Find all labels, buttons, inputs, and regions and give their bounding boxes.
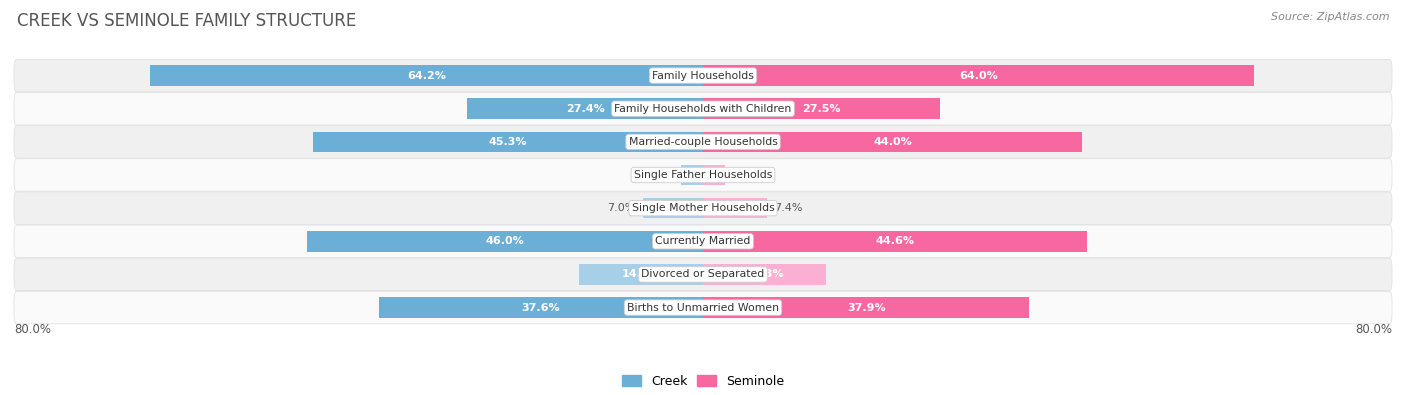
FancyBboxPatch shape (14, 59, 1392, 92)
Text: 14.4%: 14.4% (621, 269, 661, 279)
FancyBboxPatch shape (14, 159, 1392, 191)
Text: 37.9%: 37.9% (846, 303, 886, 312)
Bar (150, 65, 703, 86)
Text: 44.0%: 44.0% (873, 137, 912, 147)
Text: 7.4%: 7.4% (773, 203, 801, 213)
Bar (467, 98, 703, 119)
Text: Divorced or Separated: Divorced or Separated (641, 269, 765, 279)
Bar (703, 165, 725, 185)
Text: Source: ZipAtlas.com: Source: ZipAtlas.com (1271, 12, 1389, 22)
Bar (703, 264, 827, 285)
Text: Family Households with Children: Family Households with Children (614, 104, 792, 114)
Bar (703, 297, 1029, 318)
Text: Currently Married: Currently Married (655, 236, 751, 246)
Text: Births to Unmarried Women: Births to Unmarried Women (627, 303, 779, 312)
FancyBboxPatch shape (14, 126, 1392, 158)
Text: Family Households: Family Households (652, 71, 754, 81)
Bar (703, 231, 1087, 252)
Text: 27.5%: 27.5% (803, 104, 841, 114)
Text: 44.6%: 44.6% (876, 236, 914, 246)
Text: Single Mother Households: Single Mother Households (631, 203, 775, 213)
Text: 2.6%: 2.6% (733, 170, 761, 180)
Bar (307, 231, 703, 252)
Bar (703, 132, 1083, 152)
Text: Married-couple Households: Married-couple Households (628, 137, 778, 147)
Text: 80.0%: 80.0% (1355, 323, 1392, 336)
FancyBboxPatch shape (14, 92, 1392, 125)
Text: 7.0%: 7.0% (607, 203, 636, 213)
Text: 27.4%: 27.4% (565, 104, 605, 114)
FancyBboxPatch shape (14, 292, 1392, 324)
Text: Single Father Households: Single Father Households (634, 170, 772, 180)
Bar (681, 165, 703, 185)
Text: 14.3%: 14.3% (745, 269, 785, 279)
FancyBboxPatch shape (14, 225, 1392, 258)
Text: 2.6%: 2.6% (645, 170, 673, 180)
Bar (579, 264, 703, 285)
Legend: Creek, Seminole: Creek, Seminole (617, 370, 789, 393)
Text: CREEK VS SEMINOLE FAMILY STRUCTURE: CREEK VS SEMINOLE FAMILY STRUCTURE (17, 12, 356, 30)
Text: 37.6%: 37.6% (522, 303, 561, 312)
Bar (380, 297, 703, 318)
Text: 64.0%: 64.0% (959, 71, 998, 81)
FancyBboxPatch shape (14, 258, 1392, 291)
Text: 46.0%: 46.0% (485, 236, 524, 246)
Bar (703, 65, 1254, 86)
FancyBboxPatch shape (14, 192, 1392, 224)
Text: 64.2%: 64.2% (408, 71, 446, 81)
Bar (703, 98, 939, 119)
Text: 45.3%: 45.3% (489, 137, 527, 147)
Bar (314, 132, 703, 152)
Bar (703, 198, 766, 218)
Bar (643, 198, 703, 218)
Text: 80.0%: 80.0% (14, 323, 51, 336)
